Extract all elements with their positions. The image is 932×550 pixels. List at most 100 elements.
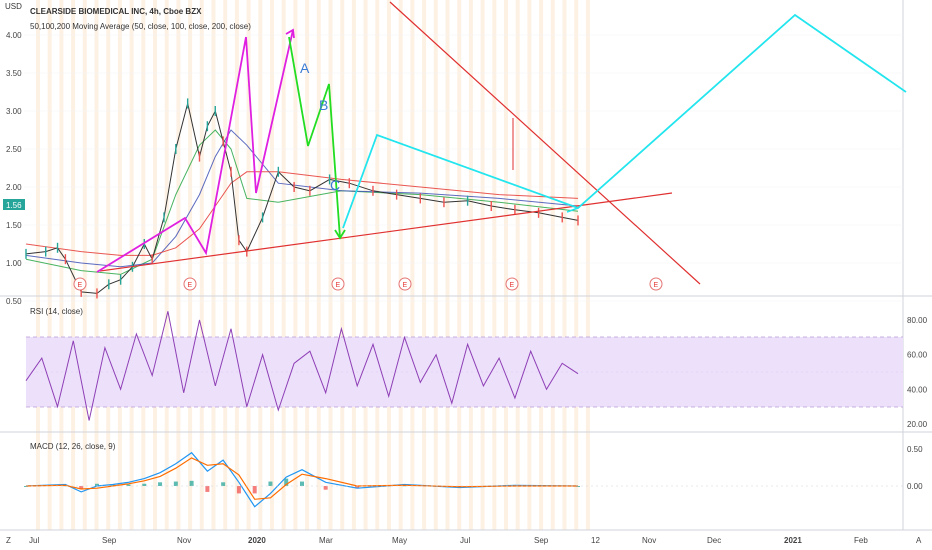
earnings-marker <box>73 277 87 291</box>
session-stripe <box>550 0 555 530</box>
currency-label: USD <box>5 2 22 11</box>
session-stripe <box>422 0 427 530</box>
macd-tick-label: 0.50 <box>907 445 923 454</box>
moving-average-line <box>25 171 579 256</box>
earnings-marker-label: E <box>188 282 193 289</box>
time-tick-label: Jul <box>460 536 470 545</box>
session-stripe <box>316 0 321 530</box>
macd-histogram-bar <box>355 486 360 489</box>
session-stripe <box>410 0 415 530</box>
rsi-indicator-label[interactable]: RSI (14, close) <box>30 307 83 316</box>
price-tick-label: 2.50 <box>6 145 22 154</box>
earnings-marker <box>398 277 412 291</box>
wave-label-a[interactable]: A <box>300 60 310 76</box>
earnings-marker-label: E <box>336 282 341 289</box>
macd-histogram-bar <box>236 486 241 494</box>
session-stripe <box>527 0 532 530</box>
earnings-marker-label: E <box>654 282 659 289</box>
session-stripe <box>188 0 193 530</box>
wave-label-c[interactable]: C <box>330 177 340 193</box>
session-stripe <box>398 0 403 530</box>
macd-indicator-label[interactable]: MACD (12, 26, close, 9) <box>30 442 116 451</box>
rsi-line <box>25 311 579 421</box>
earnings-marker <box>649 277 663 291</box>
time-tick-label: Mar <box>319 536 333 545</box>
price-tick-label: 1.00 <box>6 259 22 268</box>
session-stripe <box>246 0 251 530</box>
time-tick-label: Feb <box>854 536 868 545</box>
macd-histogram-bar <box>79 486 84 489</box>
macd-histogram-bar <box>252 486 257 494</box>
support-trendline <box>99 192 673 272</box>
time-tick-label: Sep <box>534 536 549 545</box>
time-tick-label: Nov <box>177 536 191 545</box>
macd-histogram-bar <box>24 486 28 487</box>
earnings-marker <box>183 277 197 291</box>
session-stripe <box>328 0 333 530</box>
price-tick-label: 4.00 <box>6 31 22 40</box>
macd-histogram-bar <box>126 484 131 486</box>
macd-histogram-bar <box>300 481 304 486</box>
symbol-title[interactable]: CLEARSIDE BIOMEDICAL INC, 4h, Cboe BZX <box>30 7 202 16</box>
session-stripe <box>176 0 181 530</box>
time-tick-label: Sep <box>102 536 117 545</box>
macd-histogram-bar <box>268 481 273 486</box>
session-stripe <box>258 0 263 530</box>
session-stripe <box>351 0 356 530</box>
session-stripe <box>82 0 87 530</box>
macd-histogram-bar <box>158 482 163 486</box>
macd-histogram-bar <box>189 480 194 486</box>
rsi-tick-label: 60.00 <box>907 351 928 360</box>
session-stripe <box>515 0 520 530</box>
macd-histogram-bar <box>221 482 226 486</box>
time-tick-label: 2021 <box>784 536 802 545</box>
wave-label-b[interactable]: B <box>319 97 328 113</box>
session-stripe <box>223 0 228 530</box>
session-stripe <box>480 0 485 530</box>
correction-path <box>288 36 341 239</box>
session-stripe <box>94 0 99 530</box>
session-stripe <box>117 0 122 530</box>
rsi-tick-label: 40.00 <box>907 385 928 394</box>
impulse-arrowhead <box>285 28 295 39</box>
earnings-marker-label: E <box>78 282 83 289</box>
earnings-marker <box>505 277 519 291</box>
session-stripe <box>59 0 64 530</box>
earnings-marker-label: E <box>403 282 408 289</box>
session-stripe <box>153 0 157 530</box>
session-stripe <box>164 0 169 530</box>
macd-histogram-bar <box>284 478 289 486</box>
session-stripe <box>562 0 567 530</box>
session-stripe <box>71 0 76 530</box>
impulse-path <box>96 29 294 273</box>
price-tick-label: 0.50 <box>6 297 22 306</box>
last-price-badge <box>3 199 25 210</box>
time-tick-label: Nov <box>642 536 656 545</box>
session-stripe <box>468 0 473 530</box>
session-stripe <box>387 0 391 530</box>
session-stripe <box>293 0 298 530</box>
resistance-trendline <box>389 1 701 285</box>
time-tick-label: 12 <box>591 536 600 545</box>
price-tick-label: 3.50 <box>6 69 22 78</box>
rsi-tick-label: 80.00 <box>907 316 928 325</box>
ma-indicator-label[interactable]: 50,100,200 Moving Average (50, close, 10… <box>30 22 251 31</box>
session-stripe <box>199 0 204 530</box>
macd-histogram-bar <box>173 481 178 486</box>
time-tick-label: 2020 <box>248 536 266 545</box>
session-stripe <box>457 0 462 530</box>
auto-scale-button[interactable]: A <box>916 536 922 545</box>
session-stripe <box>375 0 380 530</box>
projection-pivot <box>566 207 579 213</box>
macd-tick-label: 0.00 <box>907 482 923 491</box>
session-stripe <box>585 0 590 530</box>
session-stripe <box>433 0 438 530</box>
macd-histogram-bar <box>94 483 99 486</box>
session-stripe <box>504 0 508 530</box>
session-stripe <box>492 0 497 530</box>
session-stripe <box>445 0 450 530</box>
zoom-button[interactable]: Z <box>6 536 11 545</box>
macd-line <box>25 451 579 508</box>
